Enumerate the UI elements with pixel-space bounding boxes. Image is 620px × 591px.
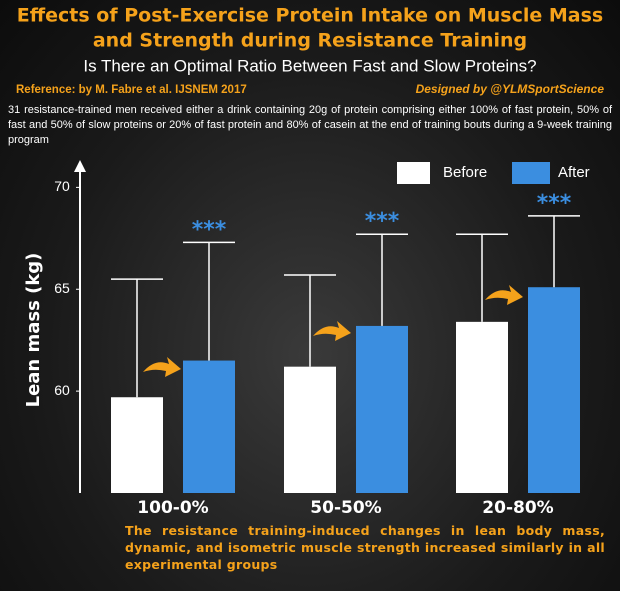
axis-arrow [74, 160, 86, 172]
significance-label: *** [537, 191, 572, 216]
bar [284, 366, 336, 493]
x-tick-label: 50-50% [310, 498, 381, 518]
bar [528, 287, 580, 493]
y-tick-label: 70 [54, 178, 70, 194]
significance-label: *** [192, 217, 227, 242]
legend-swatch [397, 162, 430, 184]
bar [356, 325, 408, 493]
legend-label: After [558, 164, 590, 181]
x-tick-label: 20-80% [482, 498, 553, 518]
legend-label: Before [443, 164, 487, 181]
subtitle: Is There an Optimal Ratio Between Fast a… [83, 56, 536, 75]
y-tick-label: 60 [54, 382, 70, 398]
credit: Designed by @YLMSportScience [416, 82, 605, 96]
y-axis-label: Lean mass (kg) [23, 253, 44, 408]
arrow-icon [485, 285, 523, 305]
bar [111, 397, 163, 493]
title-line: Effects of Post-Exercise Protein Intake … [17, 5, 603, 27]
y-tick-label: 65 [54, 280, 70, 296]
bar [183, 360, 235, 493]
bar [456, 321, 508, 493]
arrow-icon [143, 357, 181, 377]
reference: Reference: by M. Fabre et al. IJSNEM 201… [16, 84, 247, 96]
significance-label: *** [365, 209, 400, 234]
legend-swatch [512, 162, 550, 184]
x-tick-label: 100-0% [137, 498, 208, 518]
title-line: and Strength during Resistance Training [93, 30, 527, 52]
arrow-icon [313, 321, 351, 341]
description: 31 resistance-trained men received eithe… [8, 104, 612, 146]
decor-arrows [143, 285, 523, 377]
conclusion: The resistance training-induced changes … [125, 523, 605, 572]
